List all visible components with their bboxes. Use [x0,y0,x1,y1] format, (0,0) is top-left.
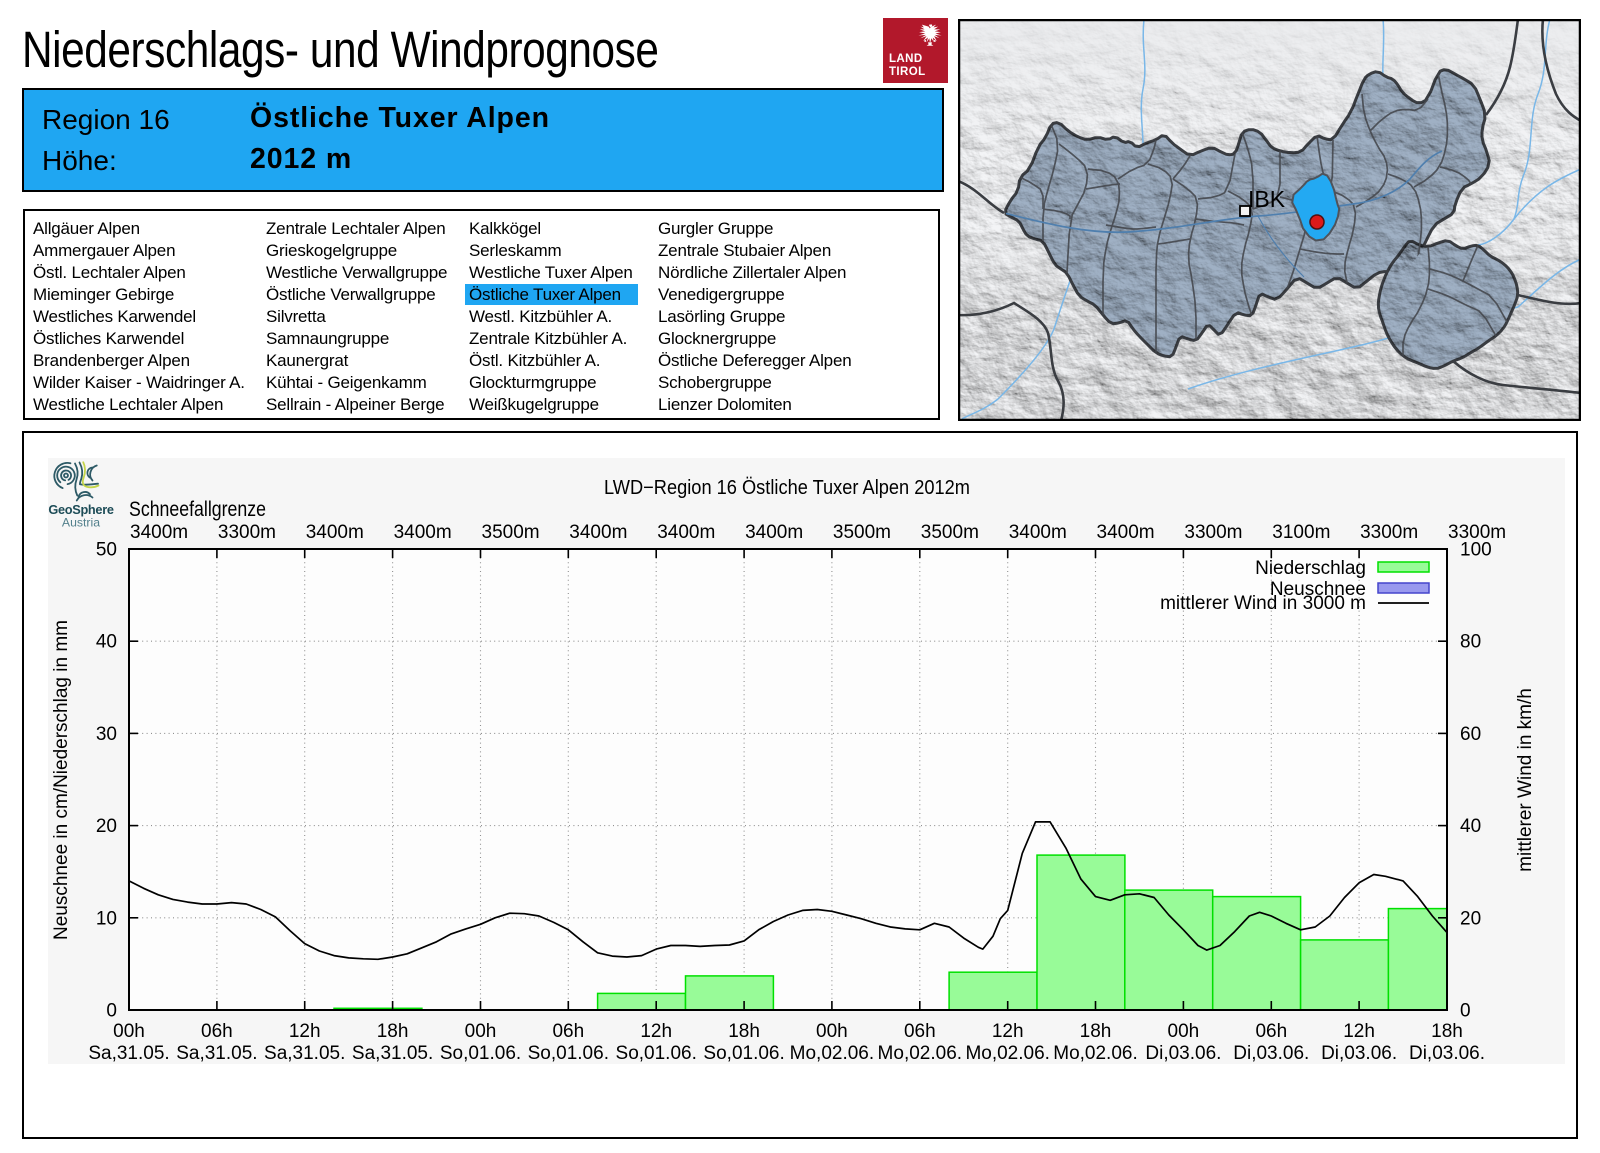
svg-text:18h: 18h [728,1021,760,1042]
svg-text:IBK: IBK [1248,186,1286,212]
svg-text:3300m: 3300m [1184,522,1242,543]
svg-text:Di,03.06.: Di,03.06. [1321,1043,1397,1064]
svg-text:3400m: 3400m [306,522,364,543]
svg-text:Schneefallgrenze: Schneefallgrenze [129,498,266,521]
svg-text:12h: 12h [289,1021,321,1042]
svg-text:mittlerer Wind in km/h: mittlerer Wind in km/h [1515,688,1536,872]
svg-text:Austria: Austria [62,516,100,530]
svg-text:3400m: 3400m [657,522,715,543]
svg-text:3400m: 3400m [394,522,452,543]
svg-text:18h: 18h [1431,1021,1463,1042]
svg-text:Sa,31.05.: Sa,31.05. [264,1043,345,1064]
svg-text:10: 10 [96,908,117,929]
svg-text:3400m: 3400m [130,522,188,543]
svg-text:Sa,31.05.: Sa,31.05. [176,1043,257,1064]
svg-text:3500m: 3500m [921,522,979,543]
svg-text:3400m: 3400m [745,522,803,543]
svg-text:3400m: 3400m [1009,522,1067,543]
svg-text:06h: 06h [1255,1021,1287,1042]
svg-text:18h: 18h [377,1021,409,1042]
svg-text:12h: 12h [1343,1021,1375,1042]
svg-text:06h: 06h [552,1021,584,1042]
svg-text:Di,03.06.: Di,03.06. [1145,1043,1221,1064]
svg-text:00h: 00h [1168,1021,1200,1042]
svg-text:00h: 00h [113,1021,145,1042]
svg-text:40: 40 [96,632,117,653]
svg-text:30: 30 [96,724,117,745]
svg-text:mittlerer Wind in 3000 m: mittlerer Wind in 3000 m [1160,593,1366,614]
svg-text:3400m: 3400m [1097,522,1155,543]
svg-text:40: 40 [1460,816,1481,837]
svg-text:3500m: 3500m [833,522,891,543]
svg-text:00h: 00h [465,1021,497,1042]
svg-text:So,01.06.: So,01.06. [616,1043,697,1064]
svg-text:20: 20 [1460,908,1481,929]
svg-text:Mo,02.06.: Mo,02.06. [1053,1043,1138,1064]
svg-text:100: 100 [1460,540,1492,561]
svg-text:12h: 12h [640,1021,672,1042]
svg-text:Di,03.06.: Di,03.06. [1233,1043,1309,1064]
svg-text:Sa,31.05.: Sa,31.05. [352,1043,433,1064]
svg-text:Mo,02.06.: Mo,02.06. [965,1043,1050,1064]
svg-text:3100m: 3100m [1272,522,1330,543]
svg-text:0: 0 [106,1001,117,1022]
svg-text:Niederschlag: Niederschlag [1255,558,1366,579]
svg-text:3300m: 3300m [1360,522,1418,543]
svg-text:3300m: 3300m [218,522,276,543]
svg-text:06h: 06h [201,1021,233,1042]
svg-text:So,01.06.: So,01.06. [703,1043,784,1064]
svg-text:Sa,31.05.: Sa,31.05. [88,1043,169,1064]
svg-text:So,01.06.: So,01.06. [528,1043,609,1064]
svg-text:06h: 06h [904,1021,936,1042]
svg-text:Neuschnee in cm/Niederschlag i: Neuschnee in cm/Niederschlag in mm [51,620,72,940]
svg-text:Neuschnee: Neuschnee [1270,579,1366,600]
svg-text:60: 60 [1460,724,1481,745]
svg-text:20: 20 [96,816,117,837]
svg-text:18h: 18h [1080,1021,1112,1042]
svg-text:Mo,02.06.: Mo,02.06. [790,1043,875,1064]
svg-text:So,01.06.: So,01.06. [440,1043,521,1064]
svg-text:12h: 12h [992,1021,1024,1042]
svg-text:3500m: 3500m [482,522,540,543]
svg-text:LWD−Region 16 Östliche Tuxer A: LWD−Region 16 Östliche Tuxer Alpen 2012m [604,477,970,499]
svg-text:3300m: 3300m [1448,522,1506,543]
svg-text:Di,03.06.: Di,03.06. [1409,1043,1485,1064]
svg-text:00h: 00h [816,1021,848,1042]
svg-text:80: 80 [1460,632,1481,653]
svg-text:GeoSphere: GeoSphere [48,502,114,517]
svg-text:Mo,02.06.: Mo,02.06. [878,1043,963,1064]
svg-text:3400m: 3400m [569,522,627,543]
svg-text:0: 0 [1460,1001,1471,1022]
svg-text:50: 50 [96,540,117,561]
